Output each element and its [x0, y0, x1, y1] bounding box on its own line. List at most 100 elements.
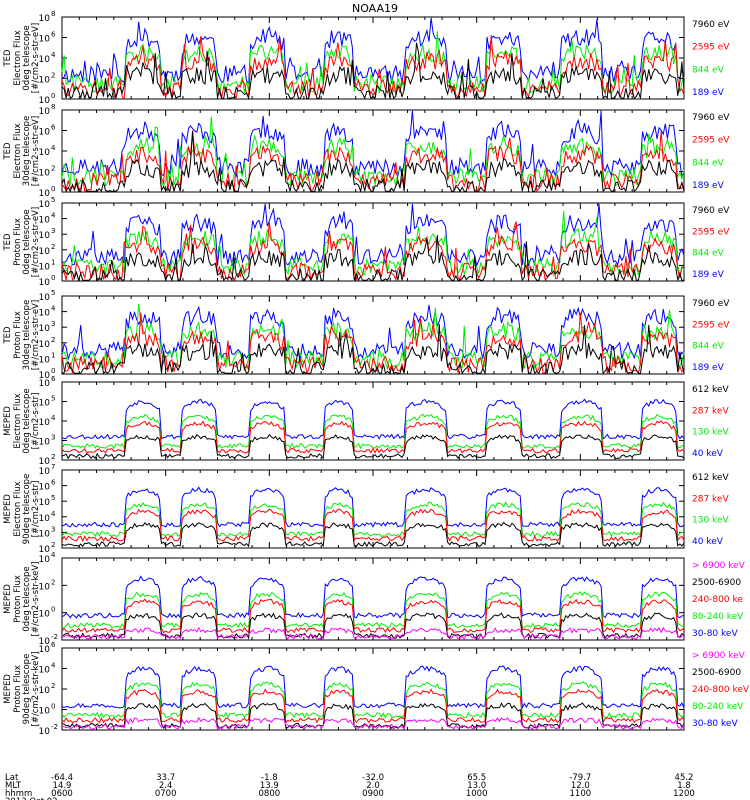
x-tick-mlt: 2.0 [366, 781, 380, 791]
y-tick-label: 10 [39, 247, 51, 257]
y-tick-exponent: 4 [51, 305, 56, 313]
y-tick-label: 10 [39, 216, 51, 226]
legend-entry: 7960 eV [692, 113, 730, 123]
y-label-line: 0deg telescope [22, 25, 32, 90]
y-label-line: 0deg telescope [22, 388, 32, 453]
y-tick-exponent: 4 [51, 414, 56, 422]
series-trace [61, 130, 685, 193]
y-tick-exponent: 7 [51, 463, 55, 471]
x-tick-hhmm: 1100 [570, 789, 592, 799]
series-trace [61, 17, 685, 85]
series-trace [61, 324, 685, 376]
y-tick-exponent: 4 [51, 662, 56, 670]
y-label-line: [#/cm2-s-str-eV] [31, 23, 41, 93]
legend-entry: 287 keV [692, 406, 729, 416]
y-tick-exponent: 3 [51, 434, 55, 442]
y-tick-label: 10 [39, 278, 51, 288]
series-trace [61, 31, 685, 95]
y-tick-label: 10 [39, 96, 51, 106]
series-trace [61, 598, 685, 634]
series-trace [61, 501, 685, 538]
legend-entry: 2595 eV [692, 227, 730, 237]
legend-entry: 240-800 keV [692, 685, 750, 695]
y-tick-exponent: 1 [51, 351, 55, 359]
instrument-label: MEPED [3, 584, 13, 614]
y-tick-label: 10 [39, 666, 51, 676]
y-tick-label: 10 [39, 200, 51, 210]
y-tick-label: 10 [39, 55, 51, 65]
y-tick-label: 10 [39, 231, 51, 241]
legend-entry: 844 eV [692, 65, 725, 75]
y-axis-label: TED Proton Flux 30deg telescope [#/cm2-s-st… [3, 300, 41, 371]
panel-frame [61, 202, 685, 282]
instrument-label: TED [3, 233, 13, 252]
y-label-line: Proton Flux [13, 311, 23, 359]
y-tick-exponent: 8 [51, 10, 55, 18]
x-tick-mlt: 13.0 [467, 781, 486, 791]
legend-entry: 40 keV [692, 537, 724, 547]
y-tick-exponent: 6 [51, 641, 56, 649]
legend-entry: 844 eV [692, 249, 725, 259]
y-tick-label: 10 [39, 355, 51, 365]
legend-entry: 612 keV [692, 473, 729, 483]
legend-entry: > 6900 keV [692, 561, 746, 571]
series-trace [61, 521, 685, 548]
legend-entry: 7960 eV [692, 206, 730, 216]
y-tick-label: 10 [39, 555, 51, 565]
y-label-line: 30deg telescope [22, 300, 32, 371]
x-row-label: MLT [5, 781, 22, 791]
y-tick-exponent: 8 [51, 103, 55, 111]
y-tick-label: 10 [39, 379, 51, 389]
y-axis-label: TED Electron Flux 0deg telescope [#/cm2-s-s… [3, 23, 41, 93]
series-trace [61, 398, 685, 440]
y-tick-label: 10 [39, 514, 51, 524]
y-tick-exponent: 6 [51, 375, 56, 383]
y-label-line: Electron Flux [13, 393, 23, 448]
y-tick-exponent: 2 [51, 453, 55, 461]
legend-entry: 189 eV [692, 363, 725, 373]
x-tick-lat: 33.7 [156, 773, 175, 783]
y-label-line: 30deg telescope [22, 116, 32, 187]
y-label-line: 0deg telescope [22, 566, 32, 631]
y-tick-label: 10 [39, 309, 51, 319]
y-tick-label: 10 [39, 637, 51, 647]
y-label-line: Proton Flux [13, 575, 23, 623]
y-tick-exponent: 0 [51, 367, 55, 375]
y-tick-label: 10 [39, 148, 51, 158]
y-tick-label: 10 [39, 35, 51, 45]
y-tick-exponent: 1 [51, 258, 55, 266]
instrument-label: MEPED [3, 406, 13, 436]
series-trace [61, 420, 685, 454]
y-tick-label: 10 [39, 340, 51, 350]
y-label-line: [#/cm2-s-str-eV] [31, 300, 41, 370]
x-tick-hhmm: 0900 [362, 789, 384, 799]
y-tick-label: 10 [39, 498, 51, 508]
y-label-line: [#/cm2-s-str] [31, 481, 41, 538]
series-trace [61, 688, 685, 724]
y-label-line: Electron Flux [13, 123, 23, 178]
y-axis-label: MEPED Electron Flux 90deg telescope [#/cm2-… [3, 474, 41, 545]
legend-entry: 189 eV [692, 270, 725, 280]
y-tick-label: 10 [39, 418, 51, 428]
y-label-line: [#/cm2-s-str-eV] [31, 116, 41, 186]
legend-entry: 2500-6900 [692, 668, 741, 678]
series-trace [61, 590, 685, 630]
series-trace [61, 665, 685, 710]
series-trace [61, 42, 685, 101]
x-tick-mlt: 14.9 [53, 781, 72, 791]
y-tick-exponent: 6 [51, 479, 56, 487]
legend-entry: 80-240 keV [692, 612, 744, 622]
y-tick-exponent: 5 [51, 395, 55, 403]
y-tick-exponent: 4 [51, 510, 56, 518]
series-trace [61, 626, 685, 640]
y-label-line: 90deg telescope [22, 474, 32, 545]
y-tick-exponent: 4 [51, 144, 56, 152]
legend-entry: 240-800 ke [692, 595, 743, 605]
y-tick-label: 10 [39, 582, 51, 592]
x-tick-lat: -64.4 [51, 773, 73, 783]
legend-entry: > 6900 keV [692, 651, 746, 661]
